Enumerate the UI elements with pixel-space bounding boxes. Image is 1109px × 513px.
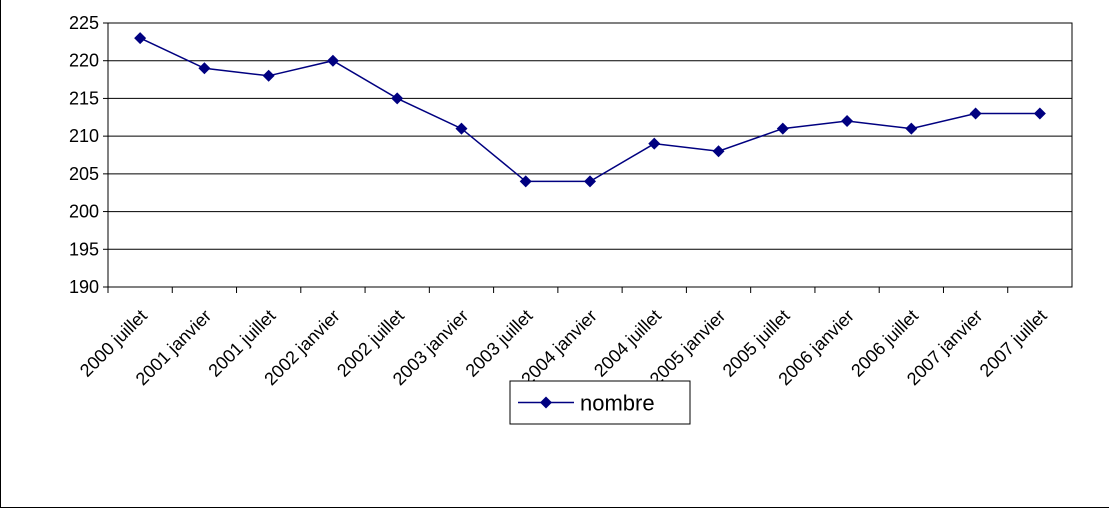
- y-tick-label: 190: [69, 277, 99, 297]
- y-tick-label: 215: [69, 88, 99, 108]
- legend-label: nombre: [580, 391, 655, 416]
- y-tick-label: 200: [69, 202, 99, 222]
- y-tick-label: 205: [69, 164, 99, 184]
- y-tick-label: 195: [69, 239, 99, 259]
- y-tick-label: 225: [69, 13, 99, 33]
- y-tick-label: 220: [69, 51, 99, 71]
- y-tick-label: 210: [69, 126, 99, 146]
- plot-area: [108, 23, 1072, 287]
